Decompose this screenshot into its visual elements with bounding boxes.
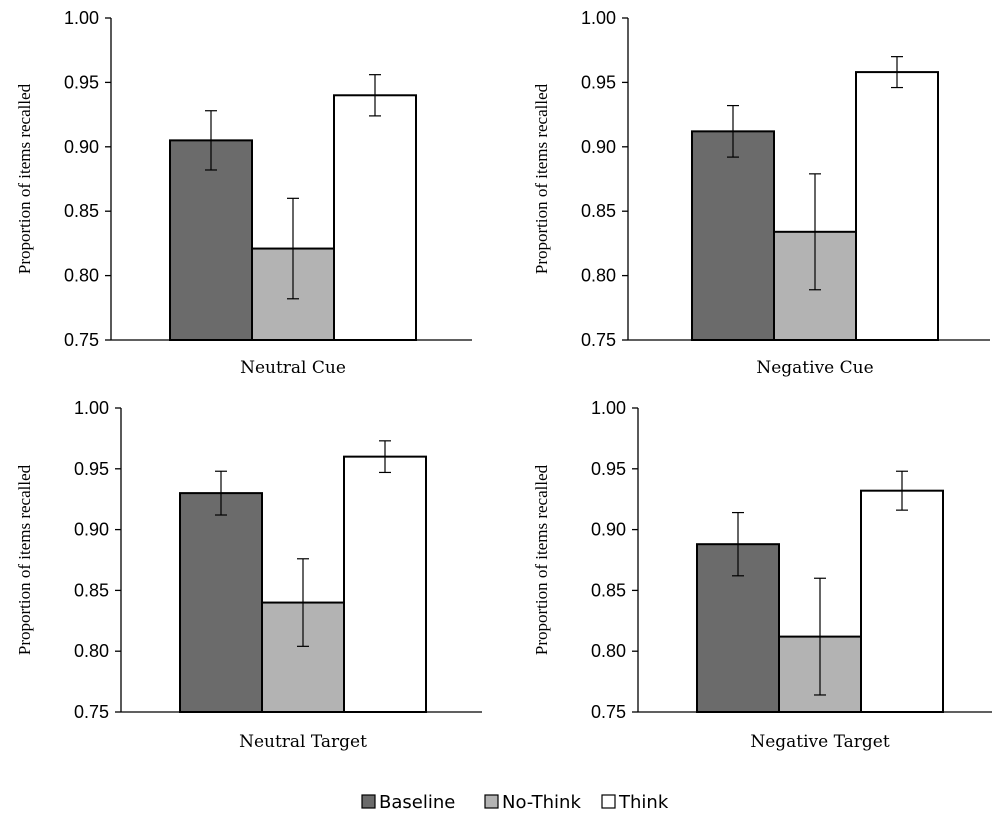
y-tick-label: 0.80 [591, 641, 626, 661]
y-tick-label: 0.95 [581, 72, 616, 92]
bar-baseline [179, 492, 263, 713]
y-tick-label: 0.80 [581, 266, 616, 286]
category-label: Negative Cue [756, 358, 873, 378]
bar-think [333, 94, 417, 341]
legend-swatch-no-think [484, 794, 499, 809]
y-tick-label: 0.75 [64, 330, 99, 350]
bar-think [343, 455, 427, 714]
bar-baseline [691, 130, 775, 341]
y-tick-label: 0.90 [591, 520, 626, 540]
category-label: Negative Target [750, 732, 890, 752]
y-tick-label: 0.90 [581, 137, 616, 157]
y-tick-label: 1.00 [64, 8, 99, 28]
category-label: Neutral Target [239, 732, 367, 752]
y-tick-label: 0.85 [581, 201, 616, 221]
y-axis-title: Proportion of items recalled [15, 83, 34, 274]
y-axis-title: Proportion of items recalled [15, 464, 34, 655]
y-tick-label: 0.85 [591, 580, 626, 600]
y-tick-label: 0.80 [64, 266, 99, 286]
bar-think [855, 71, 939, 341]
legend-label: Baseline [379, 792, 455, 813]
y-tick-label: 0.90 [64, 137, 99, 157]
y-tick-label: 1.00 [581, 8, 616, 28]
category-label: Neutral Cue [240, 358, 346, 378]
y-tick-label: 0.75 [581, 330, 616, 350]
y-tick-label: 0.75 [591, 702, 626, 722]
y-tick-label: 0.85 [74, 580, 109, 600]
y-tick-label: 0.75 [74, 702, 109, 722]
legend-label: No-Think [502, 792, 581, 813]
y-tick-label: 0.95 [591, 459, 626, 479]
y-tick-label: 0.95 [74, 459, 109, 479]
bar-think [860, 489, 944, 713]
y-tick-label: 0.80 [74, 641, 109, 661]
y-tick-label: 1.00 [591, 398, 626, 418]
y-tick-label: 1.00 [74, 398, 109, 418]
legend-label: Think [618, 792, 669, 813]
y-axis-title: Proportion of items recalled [532, 83, 551, 274]
y-axis-title: Proportion of items recalled [532, 464, 551, 655]
y-tick-label: 0.90 [74, 520, 109, 540]
legend-swatch-think [601, 794, 616, 809]
legend-swatch-baseline [361, 794, 376, 809]
y-tick-label: 0.95 [64, 72, 99, 92]
y-tick-label: 0.85 [64, 201, 99, 221]
